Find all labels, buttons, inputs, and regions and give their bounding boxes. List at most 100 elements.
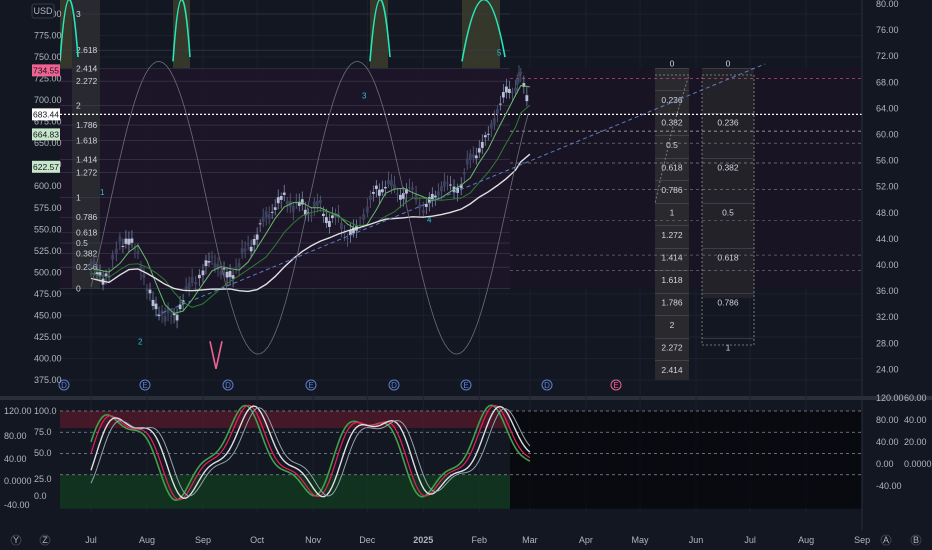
fib-left-label-10: 0.786 (76, 212, 98, 222)
candle (145, 288, 149, 291)
cycle-peak-3 (461, 0, 506, 62)
currency-box[interactable] (31, 3, 55, 19)
candle (495, 108, 499, 114)
candle (139, 265, 143, 272)
right-axis-tick-9: 44.00 (876, 234, 899, 244)
candle (184, 286, 188, 289)
candle (243, 248, 247, 252)
fib-a-label-4: 0.618 (661, 162, 683, 172)
candle (261, 216, 265, 222)
scale-toggle-y-icon[interactable] (10, 534, 22, 546)
scale-toggle-z-label: Z (42, 535, 48, 545)
candle (411, 187, 414, 190)
candle (98, 272, 102, 277)
event-marker-5[interactable] (460, 379, 472, 391)
price-badge-label-3: 622.57 (33, 162, 59, 172)
fib-a-label-6: 1 (670, 207, 675, 217)
right-axis-tick-7: 52.00 (876, 182, 899, 192)
candle (399, 194, 402, 200)
candle (480, 141, 484, 148)
pane-separator[interactable] (0, 396, 932, 400)
fib-b-label-1: 0.236 (717, 117, 739, 127)
fib-left-label-2: 2.414 (76, 63, 98, 73)
osc-left-tick-1: 100.0 (34, 406, 57, 416)
scale-toggle-z-icon[interactable] (39, 534, 51, 546)
osc-line-pink (90, 404, 531, 501)
scale-toggle-b-label: B (913, 535, 919, 545)
scale-toggle-a-icon[interactable] (880, 534, 892, 546)
candle (297, 201, 301, 206)
osc-right-b-tick-3: 0.0000 (904, 459, 932, 469)
fib-a-label-1: 0.236 (661, 95, 683, 105)
candle (515, 78, 519, 85)
candle (321, 213, 325, 217)
candle (439, 186, 443, 192)
event-marker-label-1: E (142, 381, 147, 390)
scale-toggle-y-label: Y (13, 535, 19, 545)
candle (427, 197, 431, 204)
candle (201, 270, 205, 276)
fib-b-label-6: 1 (726, 342, 731, 352)
event-marker-6[interactable] (541, 379, 553, 391)
event-marker-7[interactable] (610, 379, 622, 391)
candle (124, 238, 128, 244)
fib-top-band-0 (60, 0, 72, 69)
cycle-trough (209, 341, 223, 369)
event-marker-1[interactable] (139, 379, 151, 391)
candle (377, 189, 381, 196)
candle (517, 72, 521, 77)
candle (111, 254, 115, 260)
candle (483, 135, 487, 138)
candle (282, 192, 286, 195)
candle (114, 248, 118, 255)
x-axis-tick-0: Jul (85, 535, 97, 545)
fib-b-label-0: 0 (726, 58, 731, 68)
candle (468, 153, 472, 160)
candle (309, 215, 313, 217)
candle (343, 232, 346, 234)
candle (380, 189, 384, 193)
candle (291, 206, 295, 212)
candle (172, 313, 176, 316)
left-axis-tick-3: 725.00 (34, 74, 62, 84)
price-badge-label-1: 683.44 (33, 109, 59, 119)
candle (374, 185, 378, 190)
left-axis-tick-4: 700.00 (34, 95, 62, 105)
x-axis-tick-9: Apr (579, 535, 593, 545)
event-marker-2[interactable] (222, 379, 234, 391)
candle (294, 201, 298, 203)
left-axis-tick-9: 575.00 (34, 203, 62, 213)
trendline (155, 63, 766, 316)
candle (383, 186, 387, 189)
scale-toggle-b-icon[interactable] (910, 534, 922, 546)
candle (246, 243, 250, 245)
right-axis-tick-2: 72.00 (876, 51, 899, 61)
osc-left-tick-3: 75.0 (34, 427, 52, 437)
event-marker-0[interactable] (58, 379, 70, 391)
osc-right-a-tick-3: 0.00 (876, 459, 894, 469)
osc-right-b-tick-1: 40.00 (904, 415, 927, 425)
cycle-peak-2 (369, 0, 391, 62)
x-axis-tick-2: Sep (195, 535, 211, 545)
fib-left-label-5: 1.786 (76, 120, 98, 130)
left-axis-tick-16: 400.00 (34, 353, 62, 363)
event-marker-3[interactable] (305, 379, 317, 391)
candle (389, 180, 393, 187)
fib-column-b (702, 68, 754, 299)
x-axis-tick-8: Mar (522, 535, 538, 545)
right-axis-tick-8: 48.00 (876, 208, 899, 218)
osc-left-tick-6: 25.0 (34, 474, 52, 484)
left-axis-tick-6: 650.00 (34, 138, 62, 148)
event-marker-4[interactable] (388, 379, 400, 391)
candle (445, 182, 449, 184)
wave-label-5: 5 (497, 48, 502, 57)
osc-right-a-tick-1: 80.00 (876, 415, 899, 425)
fib-left-label-9: 1 (76, 192, 81, 202)
candle (421, 210, 425, 213)
left-axis-tick-1: 775.00 (34, 31, 62, 41)
candle (175, 314, 179, 321)
wave-label-4: 4 (427, 215, 432, 224)
osc-future-zone (510, 411, 862, 509)
candle (210, 256, 214, 258)
